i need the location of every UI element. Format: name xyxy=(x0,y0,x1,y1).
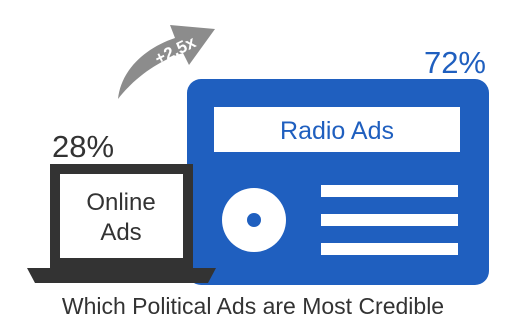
online-ads-label-line-1: Online xyxy=(86,189,155,216)
growth-arrow-icon xyxy=(118,25,215,99)
online-ads-bar: Online Ads xyxy=(27,164,216,283)
radio-grille-line xyxy=(321,243,458,255)
online-ads-value-label: 28% xyxy=(52,129,114,164)
radio-ads-bar: Radio Ads xyxy=(187,79,489,285)
radio-label-box xyxy=(214,107,460,152)
chart-title: Which Political Ads are Most Credible xyxy=(62,293,444,319)
radio-grille-line xyxy=(321,185,458,197)
radio-ads-value-label: 72% xyxy=(424,45,486,80)
online-ads-label-line-2: Ads xyxy=(100,219,141,246)
laptop-base xyxy=(27,268,216,283)
radio-grille-line xyxy=(321,214,458,226)
radio-speaker-center xyxy=(247,213,261,227)
laptop-screen-inner xyxy=(60,174,183,258)
radio-ads-label: Radio Ads xyxy=(280,117,394,145)
